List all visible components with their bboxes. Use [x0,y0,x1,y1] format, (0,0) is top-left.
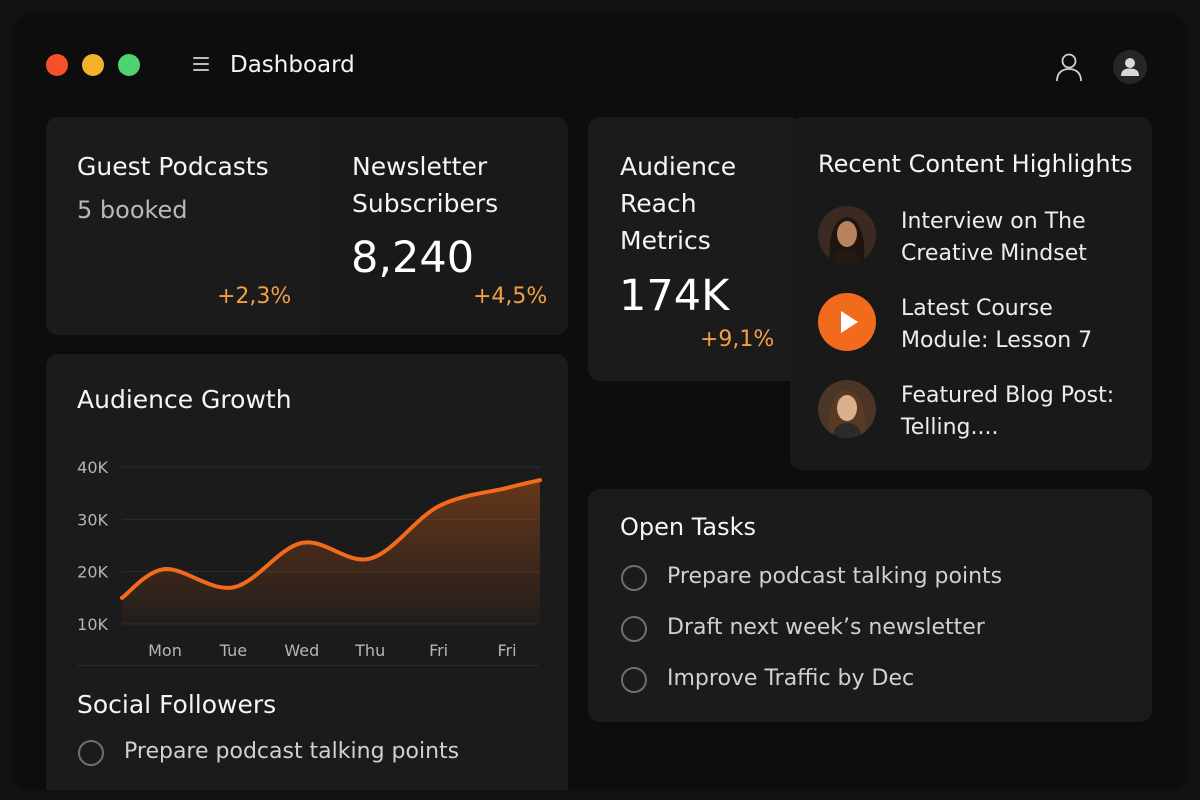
audience-reach-change: +9,1% [700,327,775,352]
audience-growth-title: Audience Growth [77,385,292,414]
newsletter-title-line2: Subscribers [352,189,499,218]
x-tick-label: Fri [429,641,448,660]
blog-thumbnail [818,380,876,438]
y-tick-label: 30K [77,510,108,529]
task-checkbox[interactable] [621,667,647,693]
x-tick-label: Fri [497,641,516,660]
audience-reach-title-line1: Audience [620,152,737,181]
audience-reach-title-line3: Metrics [620,226,711,255]
highlight-interview-line2: Creative Mindset [901,241,1087,266]
task-checkbox[interactable] [621,616,647,642]
social-task-label: Prepare podcast talking points [124,739,460,764]
task-checkbox[interactable] [621,565,647,591]
x-tick-label: Tue [219,641,247,660]
task-label: Prepare podcast talking points [667,564,1003,589]
growth-area [122,480,540,624]
audience-reach-value: 174K [619,271,730,321]
guest-podcasts-booked: 5 booked [77,196,188,224]
app-window: Dashboard Guest Podcasts 5 booked +2,3% … [12,14,1188,790]
task-item[interactable]: Improve Traffic by Dec [621,666,1121,696]
highlights-card: Recent Content Highlights Interview on T… [790,117,1152,470]
task-label: Improve Traffic by Dec [667,666,915,691]
highlight-item-blog[interactable]: Featured Blog Post: Telling.... [818,380,1148,444]
open-tasks-card: Open Tasks Prepare podcast talking point… [588,489,1152,722]
x-tick-label: Mon [148,641,182,660]
growth-line [120,478,542,600]
interview-thumbnail [818,206,876,264]
highlight-blog-line2: Telling.... [901,415,999,440]
highlight-course-line1: Latest Course [901,296,1053,321]
audience-growth-chart: 40K 30K 20K 10K Mon Tue Wed Thu Fri Fri [77,458,542,660]
hamburger-icon[interactable] [193,57,209,71]
stats-card: Guest Podcasts 5 booked +2,3% Newsletter… [46,117,568,335]
maximize-window-button[interactable] [118,54,140,76]
section-divider [77,665,539,666]
close-window-button[interactable] [46,54,68,76]
y-tick-label: 20K [77,563,108,582]
social-task-item[interactable]: Prepare podcast talking points [78,739,518,769]
social-followers-title: Social Followers [77,690,277,719]
task-label: Draft next week’s newsletter [667,615,985,640]
newsletter-title-line1: Newsletter [352,152,488,181]
user-avatar-icon [1121,58,1139,76]
x-tick-label: Thu [354,641,385,660]
highlight-course-line2: Module: Lesson 7 [901,328,1093,353]
play-icon[interactable] [818,293,876,351]
highlight-item-course[interactable]: Latest Course Module: Lesson 7 [818,293,1148,357]
open-tasks-title: Open Tasks [620,513,757,541]
profile-avatar-button[interactable] [1113,50,1147,84]
highlight-item-interview[interactable]: Interview on The Creative Mindset [818,206,1148,270]
highlight-interview-line1: Interview on The [901,209,1086,234]
x-tick-label: Wed [284,641,319,660]
y-tick-label: 40K [77,458,108,477]
minimize-window-button[interactable] [82,54,104,76]
y-tick-label: 10K [77,615,108,634]
newsletter-change: +4,5% [473,284,548,309]
highlights-title: Recent Content Highlights [818,150,1133,178]
social-task-checkbox[interactable] [78,740,104,766]
user-outline-icon[interactable] [1055,52,1083,82]
newsletter-value: 8,240 [351,233,475,283]
audience-reach-card: Audience Reach Metrics 174K +9,1% [588,117,800,381]
audience-growth-card: Audience Growth 40K 30K 20K 10K Mon Tue Wed Thu… [46,354,568,790]
guest-podcasts-title: Guest Podcasts [77,152,269,181]
task-item[interactable]: Draft next week’s newsletter [621,615,1121,645]
audience-reach-title-line2: Reach [620,189,697,218]
newsletter-panel [318,117,568,335]
highlight-blog-line1: Featured Blog Post: [901,383,1115,408]
page-title: Dashboard [230,52,355,78]
task-item[interactable]: Prepare podcast talking points [621,564,1121,594]
guest-podcasts-change: +2,3% [217,284,292,309]
